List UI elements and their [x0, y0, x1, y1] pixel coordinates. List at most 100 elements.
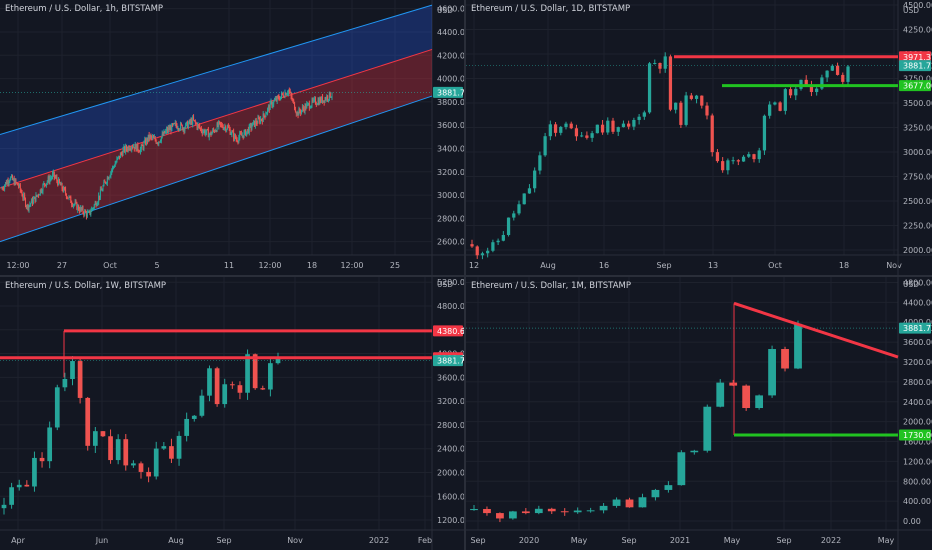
candle-body — [159, 141, 161, 143]
candle-body — [574, 128, 579, 137]
chart-1h-svg[interactable]: 4600.00 4400.00 4200.00 4000.00 3800.00 3600.… — [0, 0, 464, 275]
candle-body — [586, 510, 595, 512]
price-tick-label: 2000.00 — [437, 468, 464, 477]
candle-body — [99, 195, 101, 198]
candle-body — [78, 209, 80, 212]
candle-body — [311, 99, 313, 106]
candle-body — [110, 171, 112, 176]
candle-body — [247, 129, 249, 132]
candle-body — [261, 119, 263, 122]
candle-body — [57, 180, 59, 186]
time-tick-label: 12:00 — [258, 261, 281, 270]
candle-body — [91, 208, 93, 212]
candle-body — [108, 436, 113, 461]
time-tick-label: 12 — [469, 261, 479, 270]
candle-body — [308, 103, 310, 109]
candle-body — [115, 162, 117, 164]
chart-1w-svg[interactable]: 5200.004800.004400.004000.003600.003200.… — [0, 277, 464, 550]
candle-body — [140, 145, 142, 150]
chart-title: Ethereum / U.S. Dollar, 1W, BITSTAMP — [5, 281, 167, 291]
candle-body — [44, 183, 46, 185]
candle-body — [290, 92, 292, 97]
candle-body — [112, 166, 114, 170]
candle-body — [197, 124, 199, 128]
candle-body — [131, 463, 136, 466]
candle-body — [664, 485, 673, 490]
candle-body — [194, 120, 196, 123]
candle-body — [637, 116, 641, 120]
candle-body — [621, 123, 626, 128]
candle-body — [267, 108, 269, 113]
candle-body — [33, 196, 35, 200]
candle-body — [804, 79, 808, 86]
candle-body — [294, 102, 296, 110]
candle-body — [247, 129, 249, 133]
candle-body — [45, 183, 47, 186]
candle-body — [271, 101, 273, 107]
candle-body — [164, 131, 166, 134]
candle-body — [736, 160, 740, 162]
candle-body — [632, 119, 636, 127]
price-tick-label: 3250.00 — [903, 124, 932, 133]
chart-1m-svg[interactable]: 4800.004400.004000.003600.003200.002800.… — [466, 277, 932, 550]
candle-body — [721, 161, 725, 171]
candle-body — [694, 95, 699, 99]
candle-body — [174, 122, 176, 124]
candle-body — [162, 133, 164, 136]
time-tick-label: May — [878, 536, 895, 545]
candle-body — [206, 129, 208, 131]
chart-title: Ethereum / U.S. Dollar, 1h, BITSTAMP — [5, 4, 164, 14]
candle-body — [314, 98, 316, 100]
price-tick-label: 2800.00 — [903, 378, 932, 387]
chart-panel-1m[interactable]: 4800.004400.004000.003600.003200.002800.… — [466, 277, 932, 550]
candle-body — [319, 98, 321, 105]
price-tick-label: 400.00 — [903, 497, 931, 506]
candle-body — [268, 106, 270, 110]
candle-body — [239, 133, 241, 138]
candle-body — [241, 135, 243, 137]
candle-body — [8, 181, 10, 184]
candle-body — [124, 146, 126, 152]
candle-body — [62, 188, 64, 192]
time-tick-label: 2021 — [670, 536, 690, 545]
candle-body — [288, 90, 290, 92]
candle-body — [317, 100, 319, 105]
candle-body — [117, 157, 119, 159]
candle-body — [92, 208, 94, 210]
candle-body — [66, 197, 68, 199]
candle-body — [18, 184, 20, 187]
candle-body — [227, 126, 229, 128]
candle-body — [55, 177, 57, 179]
candle-body — [9, 487, 14, 505]
candle-body — [475, 246, 479, 256]
candle-body — [287, 93, 289, 95]
candle-body — [240, 133, 242, 136]
candle-body — [212, 129, 214, 133]
candle-body — [328, 91, 330, 100]
chart-panel-1w[interactable]: 5200.004800.004400.004000.003600.003200.… — [0, 277, 464, 550]
candle-body — [501, 234, 505, 241]
candle-body — [159, 141, 161, 143]
candle-body — [50, 178, 52, 180]
candle-body — [201, 131, 203, 134]
candle-body — [47, 177, 49, 182]
price-label-box — [433, 86, 463, 98]
chart-panel-1h[interactable]: 4600.00 4400.00 4200.00 4000.00 3800.00 3600.… — [0, 0, 464, 275]
candle-body — [321, 96, 323, 103]
candle-body — [84, 210, 86, 215]
chart-panel-1d[interactable]: 4500.004250.004000.003750.003500.003250.… — [466, 0, 932, 275]
candle-body — [67, 197, 69, 199]
candle-body — [830, 65, 834, 71]
candle-body — [306, 104, 308, 109]
candle-body — [105, 182, 107, 184]
price-label-text: 1730.00 — [903, 431, 932, 440]
panel-divider-horizontal[interactable] — [0, 275, 932, 277]
chart-1d-svg[interactable]: 4500.004250.004000.003750.003500.003250.… — [466, 0, 932, 275]
candle-body — [752, 154, 756, 160]
candle-body — [22, 196, 24, 198]
candle-body — [95, 202, 97, 207]
candle-body — [321, 96, 323, 103]
candle-body — [29, 204, 31, 206]
candle-body — [56, 177, 58, 181]
candle-body — [841, 74, 845, 82]
